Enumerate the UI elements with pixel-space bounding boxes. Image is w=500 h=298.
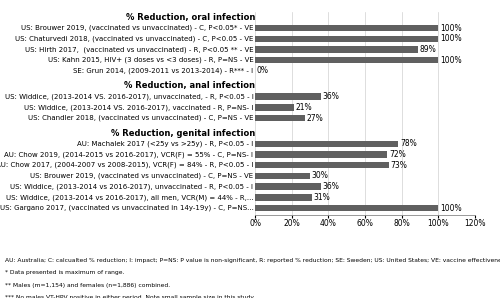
Bar	[255, 141, 398, 147]
Text: 36%: 36%	[323, 182, 340, 191]
Text: 21%: 21%	[296, 103, 312, 112]
Bar	[255, 194, 312, 201]
Text: % Reduction, oral infection: % Reduction, oral infection	[126, 13, 255, 22]
Text: US: Brouwer 2019, (vaccinated vs unvaccinated) - C, P=NS - VE: US: Brouwer 2019, (vaccinated vs unvacci…	[30, 173, 254, 179]
Text: 73%: 73%	[390, 161, 407, 170]
Text: AU: Chow 2019, (2014-2015 vs 2016-2017), VCR(F) = 55% - C, P=NS- I: AU: Chow 2019, (2014-2015 vs 2016-2017),…	[4, 151, 254, 158]
Text: AU: Machalek 2017 (<25y vs >25y) - R, P<0.05 - I: AU: Machalek 2017 (<25y vs >25y) - R, P<…	[77, 141, 254, 147]
Text: 89%: 89%	[420, 45, 437, 54]
Text: 31%: 31%	[314, 193, 330, 202]
Text: US: Kahn 2015, HIV+ (3 doses vs <3 doses) - R, P=NS - VE: US: Kahn 2015, HIV+ (3 doses vs <3 doses…	[48, 57, 254, 63]
Bar	[255, 57, 438, 63]
Text: US: Widdice, (2013-2014 vs 2016-2017), unvaccinated - R, P<0.05 - I: US: Widdice, (2013-2014 vs 2016-2017), u…	[10, 184, 254, 190]
Text: ** Males (m=1,154) and females (n=1,886) combined.: ** Males (m=1,154) and females (n=1,886)…	[5, 283, 170, 288]
Bar	[255, 184, 321, 190]
Bar	[255, 173, 310, 179]
Bar	[255, 162, 389, 168]
Bar	[255, 151, 387, 158]
Text: US: Chaturvedi 2018, (vaccinated vs unvaccinated) - C, P<0.05 - VE: US: Chaturvedi 2018, (vaccinated vs unva…	[15, 35, 254, 42]
Text: % Reduction, genital infection: % Reduction, genital infection	[111, 128, 255, 138]
Bar	[255, 115, 304, 121]
Text: 0%: 0%	[257, 66, 269, 75]
Text: AU: Chow 2017, (2004-2007 vs 2008-2015), VCR(F) = 84% - R, P<0.05 - I: AU: Chow 2017, (2004-2007 vs 2008-2015),…	[0, 162, 254, 168]
Text: US: Chandler 2018, (vaccinated vs unvaccinated) - C, P=NS - VE: US: Chandler 2018, (vaccinated vs unvacc…	[28, 115, 254, 121]
Bar	[255, 25, 438, 31]
Text: % Reduction, anal infection: % Reduction, anal infection	[124, 81, 255, 90]
Text: 100%: 100%	[440, 56, 462, 65]
Text: US: Widdice, (2013-2014 VS. 2016-2017), unvaccinated, - R, P<0.05 - I: US: Widdice, (2013-2014 VS. 2016-2017), …	[4, 93, 254, 100]
Text: US: Hirth 2017,  (vaccinated vs unvaccinated) - R, P<0.05 ** - VE: US: Hirth 2017, (vaccinated vs unvaccina…	[25, 46, 254, 53]
Bar	[255, 205, 438, 211]
Text: 100%: 100%	[440, 204, 462, 213]
Text: 100%: 100%	[440, 34, 462, 43]
Text: US: Widdice, (2013-2014 VS. 2016-2017), vaccinated - R, P=NS- I: US: Widdice, (2013-2014 VS. 2016-2017), …	[24, 104, 254, 111]
Bar	[255, 104, 294, 111]
Text: US: Widdice, (2013-2014 vs 2016-2017), all men, VCR(M) = 44% - R,...: US: Widdice, (2013-2014 vs 2016-2017), a…	[6, 194, 254, 201]
Bar	[255, 46, 418, 53]
Text: 72%: 72%	[389, 150, 406, 159]
Bar	[255, 93, 321, 100]
Bar	[255, 35, 438, 42]
Text: 78%: 78%	[400, 139, 416, 148]
Text: US: Gargano 2017, (vaccinated vs unvaccinated in 14y-19y) - C, P=NS...: US: Gargano 2017, (vaccinated vs unvacci…	[0, 205, 254, 211]
Text: *** No males VT-HPV positive in either period. Note small sample size in this st: *** No males VT-HPV positive in either p…	[5, 295, 255, 298]
Text: 36%: 36%	[323, 92, 340, 101]
Text: * Data presented is maximum of range.: * Data presented is maximum of range.	[5, 270, 124, 275]
Text: 27%: 27%	[306, 114, 323, 122]
Text: US: Brouwer 2019, (vaccinated vs unvaccinated) - C, P<0.05* - VE: US: Brouwer 2019, (vaccinated vs unvacci…	[21, 25, 254, 31]
Text: AU: Australia; C: calcualted % reduction; I: impact; P=NS: P value is non-signif: AU: Australia; C: calcualted % reduction…	[5, 258, 500, 263]
Text: SE: Grun 2014, (2009-2011 vs 2013-2014) - R*** - I: SE: Grun 2014, (2009-2011 vs 2013-2014) …	[74, 68, 254, 74]
Text: 30%: 30%	[312, 171, 328, 181]
Text: 100%: 100%	[440, 24, 462, 32]
